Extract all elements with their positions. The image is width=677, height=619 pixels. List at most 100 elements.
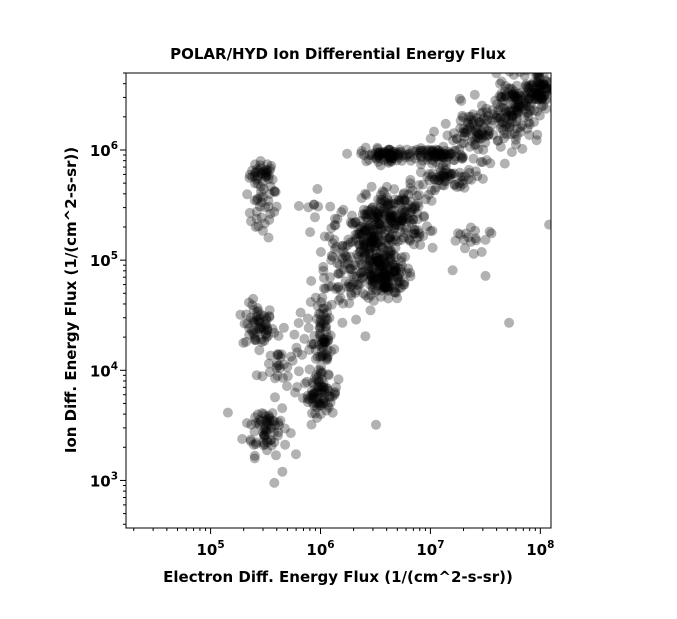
data-point (449, 168, 460, 179)
data-point (332, 282, 343, 293)
data-point (369, 234, 380, 245)
data-point (333, 374, 344, 385)
data-point (332, 214, 343, 225)
data-point (250, 178, 260, 189)
data-point (411, 190, 422, 201)
data-point (373, 150, 384, 161)
data-point (433, 145, 444, 156)
data-point (438, 167, 449, 178)
data-point (415, 150, 426, 161)
data-point (268, 427, 279, 438)
data-point (374, 219, 385, 230)
data-point (258, 166, 269, 177)
data-point (520, 90, 531, 101)
data-point (367, 236, 378, 247)
data-point (457, 151, 468, 162)
data-point (315, 368, 326, 379)
data-point (513, 108, 524, 118)
data-point (493, 104, 504, 115)
data-point (387, 217, 398, 228)
data-point (381, 273, 392, 284)
data-point (364, 150, 375, 161)
data-point (443, 171, 453, 182)
data-point (259, 429, 270, 440)
data-point (521, 97, 532, 108)
data-point (399, 188, 409, 199)
data-point (364, 275, 375, 286)
data-point (477, 128, 488, 139)
data-point (252, 314, 263, 325)
data-point (252, 326, 263, 337)
data-point (253, 171, 264, 182)
data-point (534, 110, 545, 121)
data-point (387, 236, 398, 247)
data-point (324, 312, 335, 323)
data-point (463, 164, 474, 175)
data-point (262, 445, 272, 456)
data-point (429, 126, 439, 137)
data-point (385, 198, 396, 209)
data-point (372, 255, 383, 266)
data-point (316, 400, 327, 411)
data-point (304, 344, 315, 355)
data-point (309, 379, 320, 390)
data-point (372, 225, 383, 236)
data-point (269, 327, 280, 338)
data-point (544, 219, 551, 230)
data-point (374, 149, 385, 160)
data-point (259, 430, 269, 441)
data-point (246, 216, 256, 227)
data-point (444, 149, 455, 160)
data-point (311, 392, 322, 403)
data-point (507, 84, 518, 94)
data-point (515, 102, 526, 113)
data-point (521, 101, 532, 112)
data-point (356, 229, 367, 240)
data-point (485, 158, 496, 169)
data-point (306, 385, 317, 396)
data-point (331, 284, 341, 295)
data-point (345, 263, 356, 274)
data-point (252, 164, 263, 175)
data-point (271, 363, 282, 373)
data-point (541, 94, 551, 105)
data-point (239, 318, 250, 329)
data-point (397, 205, 407, 216)
data-point (249, 453, 260, 464)
data-point (290, 387, 301, 398)
data-point (532, 91, 542, 102)
data-point (477, 132, 488, 143)
data-point (265, 350, 276, 361)
data-point (396, 256, 407, 267)
data-point (375, 272, 386, 283)
data-point (252, 195, 263, 206)
data-point (367, 212, 378, 223)
data-point (532, 89, 543, 100)
data-point (384, 247, 395, 258)
data-point (554, 86, 564, 96)
data-point (255, 181, 266, 192)
data-point (398, 150, 409, 161)
data-point (323, 370, 334, 381)
data-point (435, 151, 446, 162)
data-point (323, 369, 334, 380)
data-point (383, 270, 394, 280)
data-point (246, 325, 257, 336)
data-point (392, 220, 403, 231)
data-point (484, 126, 495, 137)
data-point (312, 351, 323, 362)
data-point (509, 128, 520, 139)
data-point (397, 193, 408, 204)
data-point (533, 73, 544, 79)
data-point (515, 127, 526, 137)
data-point (285, 428, 296, 439)
data-point (318, 265, 329, 276)
chart-title: POLAR/HYD Ion Differential Energy Flux (170, 45, 506, 63)
data-point (340, 250, 351, 261)
data-point (310, 212, 320, 223)
data-point (376, 291, 386, 302)
data-point (314, 330, 325, 341)
data-point (495, 141, 506, 152)
data-point (386, 209, 397, 220)
data-point (449, 155, 460, 166)
